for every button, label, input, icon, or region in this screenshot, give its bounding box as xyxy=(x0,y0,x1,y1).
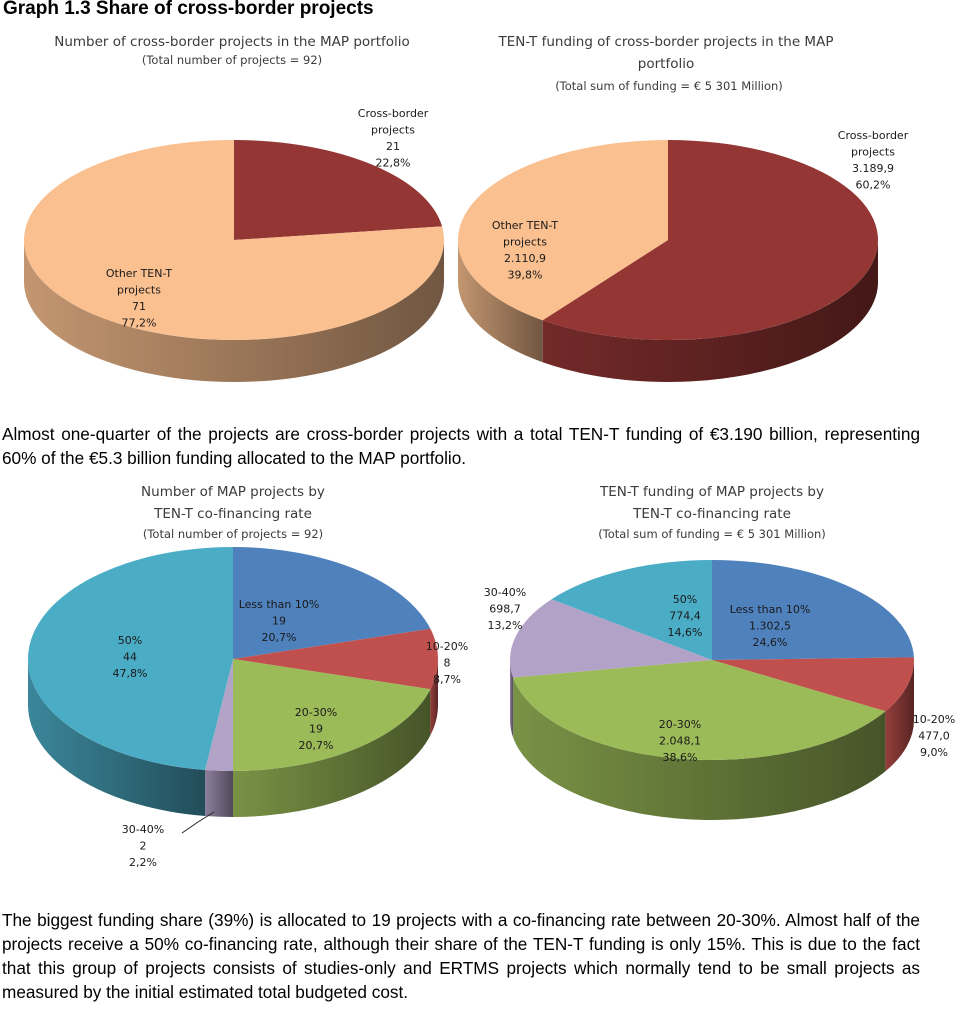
pie-slice-cross-border-projects xyxy=(234,140,443,240)
slice-label-less-than-10-: Less than 10% 19 20,7% xyxy=(239,598,320,644)
pie-slice-20-30- xyxy=(233,659,431,771)
pie-depth xyxy=(510,660,914,820)
pie-slice-other-ten-t-projects xyxy=(458,140,668,321)
pie-side-other-ten-t-projects xyxy=(458,240,543,363)
pie-slice-20-30- xyxy=(513,660,886,760)
pie-slice-30-40- xyxy=(205,659,233,771)
pie-side-20-30- xyxy=(233,689,431,817)
slice-label-cross-border-projects: Cross-border projects 3.189,9 60,2% xyxy=(838,129,909,192)
pie-side-30-40- xyxy=(510,660,514,738)
slice-label-20-30-: 20-30% 2.048,1 38,6% xyxy=(659,718,701,764)
pie-depth xyxy=(458,240,878,382)
paragraph-cofinancing-summary: The biggest funding share (39%) is alloc… xyxy=(2,910,920,1002)
pie-depth xyxy=(28,659,438,817)
pie-chart-2: TEN-T funding of cross-border projects i… xyxy=(458,34,909,382)
chart-title: Number of MAP projects by xyxy=(141,484,325,500)
slice-label-10-20-: 10-20% 8 8,7% xyxy=(426,640,468,686)
chart-title: TEN-T funding of cross-border projects i… xyxy=(498,34,834,50)
pie-slice-less-than-10- xyxy=(233,547,431,659)
pie-side-20-30- xyxy=(513,677,886,820)
pie-slice-10-20- xyxy=(712,657,915,712)
leader-line-30-40 xyxy=(181,811,215,834)
pie-chart-1: Number of cross-border projects in the M… xyxy=(24,34,444,382)
slice-label-less-than-10-: Less than 10% 1.302,5 24,6% xyxy=(730,603,811,649)
pie-side-other-ten-t-projects xyxy=(24,240,444,382)
pie-slice-other-ten-t-projects xyxy=(24,140,444,340)
chart-title: Number of cross-border projects in the M… xyxy=(54,34,410,50)
graph-heading: Graph 1.3 Share of cross-border projects xyxy=(3,0,374,19)
slice-label-20-30-: 20-30% 19 20,7% xyxy=(295,706,337,752)
chart-subtitle: (Total number of projects = 92) xyxy=(143,527,323,541)
slice-label-10-20-: 10-20% 477,0 9,0% xyxy=(913,713,955,759)
pie-slice-10-20- xyxy=(233,628,438,690)
pie-side-cross-border-projects xyxy=(542,240,878,382)
chart-title: TEN-T co-financing rate xyxy=(632,506,791,522)
pie-slice-50- xyxy=(551,560,712,660)
pie-depth xyxy=(24,240,444,382)
pie-slice-less-than-10- xyxy=(712,560,914,660)
pie-side-30-40- xyxy=(205,769,233,817)
slice-label-50-: 50% 44 47,8% xyxy=(113,634,148,680)
slice-label-50-: 50% 774,4 14,6% xyxy=(668,593,703,639)
slice-label-other-ten-t-projects: Other TEN-T projects 71 77,2% xyxy=(106,267,173,330)
pie-slice-50- xyxy=(27,547,233,770)
pie-side-10-20- xyxy=(430,659,438,736)
pie-side-50- xyxy=(28,659,206,816)
pie-slice-30-40- xyxy=(509,599,712,678)
pie-slice-cross-border-projects xyxy=(542,140,879,340)
chart-title: portfolio xyxy=(638,56,694,72)
slice-label-other-ten-t-projects: Other TEN-T projects 2.110,9 39,8% xyxy=(492,219,559,282)
pie-side-10-20- xyxy=(885,660,914,772)
slice-label-cross-border-projects: Cross-border projects 21 22,8% xyxy=(358,107,429,170)
slice-label-30-40-: 30-40% 698,7 13,2% xyxy=(484,586,526,632)
pie-chart-4: TEN-T funding of MAP projects by TEN-T co… xyxy=(484,484,955,820)
chart-subtitle: (Total sum of funding = € 5 301 Million) xyxy=(598,527,826,541)
chart-subtitle: (Total sum of funding = € 5 301 Million) xyxy=(555,79,783,93)
pie-chart-3: Number of MAP projects by TEN-T co-financ… xyxy=(27,484,468,869)
slice-label-30-40-: 30-40% 2 2,2% xyxy=(122,823,164,869)
chart-subtitle: (Total number of projects = 92) xyxy=(142,53,322,67)
chart-title: TEN-T co-financing rate xyxy=(153,506,312,522)
chart-title: TEN-T funding of MAP projects by xyxy=(599,484,824,500)
paragraph-cross-border-summary: Almost one-quarter of the projects are c… xyxy=(2,424,920,468)
